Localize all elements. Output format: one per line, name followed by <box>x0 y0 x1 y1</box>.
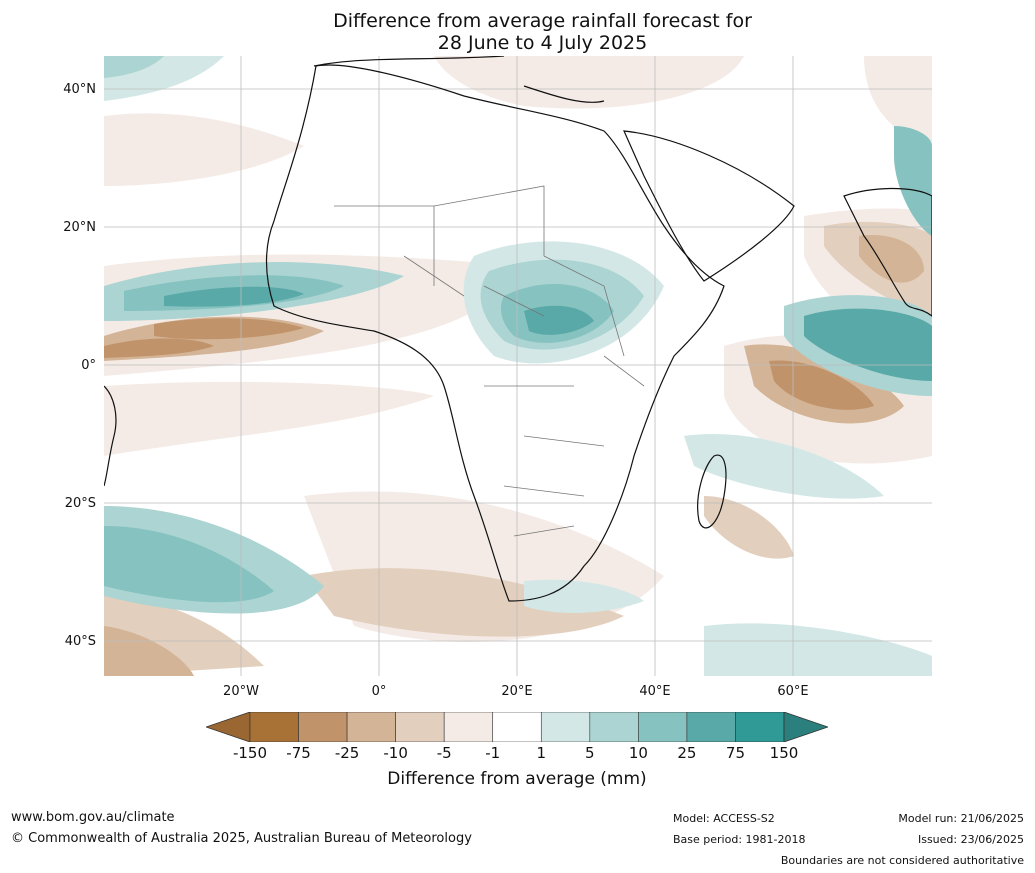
colorbar-segments <box>249 712 785 742</box>
anomaly-contours <box>104 56 932 676</box>
colorbar-tick-label: -150 <box>232 744 268 762</box>
lat-label-40s: 40°S <box>64 634 96 649</box>
lon-label-20e: 20°E <box>501 684 533 699</box>
colorbar-segment <box>686 712 736 742</box>
lat-label-0: 0° <box>81 358 96 373</box>
map-title: Difference from average rainfall forecas… <box>0 10 1035 54</box>
graticule <box>104 56 932 676</box>
model-run-text: Model run: 21/06/2025 <box>898 812 1024 825</box>
colorbar-tick-label: 75 <box>725 744 745 762</box>
south-america-coastline <box>104 385 117 487</box>
country-borders <box>334 185 645 537</box>
model-text: Model: ACCESS-S2 <box>673 812 775 825</box>
lat-label-20s: 20°S <box>64 496 96 511</box>
map-canvas <box>104 56 932 676</box>
lat-label-40n: 40°N <box>63 82 96 97</box>
title-line-1: Difference from average rainfall forecas… <box>333 10 752 32</box>
colorbar-segment <box>346 712 396 742</box>
colorbar-segment <box>638 712 688 742</box>
rainfall-anomaly-map <box>104 56 932 676</box>
lon-label-40e: 40°E <box>639 684 671 699</box>
colorbar-segment <box>492 712 542 742</box>
colorbar-segment <box>395 712 445 742</box>
coastlines <box>104 56 932 602</box>
title-line-2: 28 June to 4 July 2025 <box>437 32 648 54</box>
copyright-text: © Commonwealth of Australia 2025, Austra… <box>11 831 472 846</box>
india-coastline <box>843 187 932 317</box>
colorbar <box>206 712 828 742</box>
colorbar-segment <box>443 712 494 742</box>
colorbar-tick-label: 25 <box>677 744 697 762</box>
colorbar-segment <box>735 712 785 742</box>
colorbar-tick-label: 5 <box>585 744 595 762</box>
colorbar-tick-label: -75 <box>286 744 311 762</box>
lat-label-20n: 20°N <box>63 220 96 235</box>
disclaimer-text: Boundaries are not considered authoritat… <box>780 854 1024 867</box>
lon-label-0: 0° <box>371 684 387 699</box>
colorbar-label: Difference from average (mm) <box>387 769 647 789</box>
issued-text: Issued: 23/06/2025 <box>917 833 1024 846</box>
europe-coastline <box>313 56 605 103</box>
colorbar-under-arrow <box>206 712 251 742</box>
colorbar-tick-label: -5 <box>436 744 452 762</box>
colorbar-segment <box>249 712 299 742</box>
arabia-coastline <box>623 130 795 282</box>
lon-label-20w: 20°W <box>223 684 259 699</box>
colorbar-tick-label: 150 <box>769 744 799 762</box>
madagascar-coastline <box>697 454 727 529</box>
base-period-text: Base period: 1981-2018 <box>673 833 806 846</box>
colorbar-tick-label: -10 <box>383 744 408 762</box>
website-text: www.bom.gov.au/climate <box>11 810 175 825</box>
colorbar-tick-label: -1 <box>485 744 501 762</box>
colorbar-tick-label: 1 <box>536 744 547 762</box>
colorbar-segment <box>298 712 348 742</box>
colorbar-segment <box>540 712 591 742</box>
lon-label-60e: 60°E <box>777 684 809 699</box>
africa-coastline <box>265 64 725 602</box>
colorbar-tick-label: -25 <box>334 744 360 762</box>
colorbar-tick-label: 10 <box>628 744 648 762</box>
colorbar-over-arrow <box>783 712 828 742</box>
colorbar-segment <box>589 712 639 742</box>
